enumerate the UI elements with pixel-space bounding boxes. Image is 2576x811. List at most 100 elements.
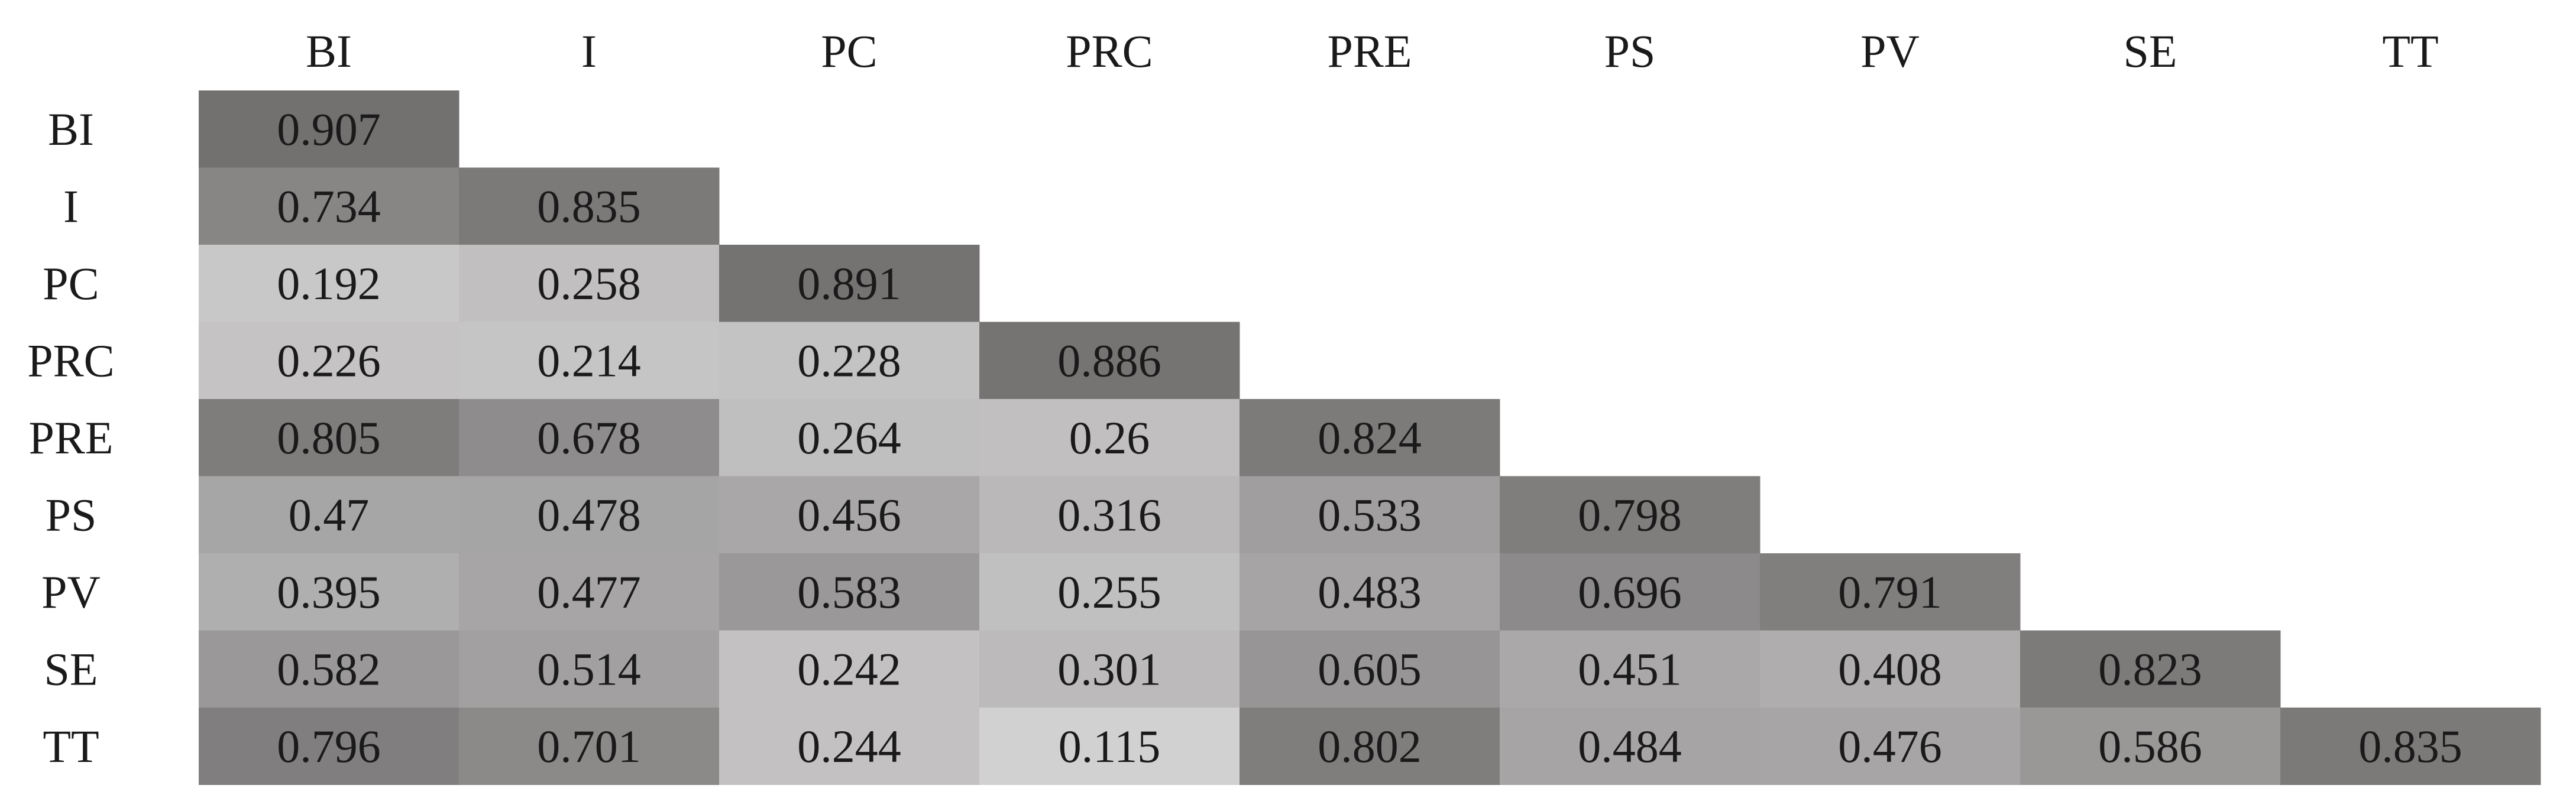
cell-value: 0.395 <box>277 566 381 618</box>
heatmap-cell <box>199 553 459 631</box>
heatmap-cell <box>979 399 1240 476</box>
cell-value: 0.696 <box>1578 566 1682 618</box>
heatmap-cell <box>1500 553 1761 631</box>
cell-value: 0.115 <box>1059 721 1161 772</box>
cell-value: 0.242 <box>797 643 901 695</box>
heatmap-cell <box>199 245 459 322</box>
column-label: PV <box>1860 25 1920 77</box>
heatmap-cell <box>1240 708 1500 785</box>
cell-value: 0.791 <box>1838 566 1942 618</box>
column-label: PS <box>1604 25 1656 77</box>
heatmap-cell <box>979 630 1240 708</box>
row-label: PV <box>41 566 101 618</box>
cell-value: 0.301 <box>1057 643 1161 695</box>
heatmap-cell <box>2020 708 2281 785</box>
heatmap-cell <box>1500 630 1761 708</box>
cell-value: 0.408 <box>1838 643 1942 695</box>
heatmap-cell <box>1760 630 2021 708</box>
cell-value: 0.886 <box>1057 335 1161 386</box>
cell-value: 0.802 <box>1318 721 1422 772</box>
heatmap-cell <box>1240 553 1500 631</box>
cell-value: 0.583 <box>797 566 901 618</box>
row-label: PS <box>46 489 97 540</box>
heatmap-cell <box>459 630 720 708</box>
heatmap-cell <box>459 553 720 631</box>
row-label: PRC <box>27 335 114 386</box>
heatmap-cell <box>719 630 980 708</box>
heatmap-cell <box>979 553 1240 631</box>
column-label: I <box>581 25 597 77</box>
column-label: TT <box>2382 25 2438 77</box>
cell-value: 0.605 <box>1318 643 1422 695</box>
cell-value: 0.478 <box>537 489 641 540</box>
heatmap-cell <box>719 708 980 785</box>
cell-value: 0.484 <box>1578 721 1682 772</box>
heatmap-cell <box>199 322 459 400</box>
column-label: SE <box>2123 25 2177 77</box>
heatmap-cell <box>1760 553 2021 631</box>
cell-value: 0.477 <box>537 566 641 618</box>
heatmap-cell <box>199 399 459 476</box>
heatmap-cell <box>2280 708 2541 785</box>
heatmap-cell <box>719 476 980 554</box>
cell-value: 0.823 <box>2098 643 2202 695</box>
cell-value: 0.316 <box>1057 489 1161 540</box>
cell-value: 0.678 <box>537 412 641 463</box>
heatmap-cell <box>199 708 459 785</box>
heatmap-cell <box>719 399 980 476</box>
heatmap-cell <box>2020 630 2281 708</box>
heatmap-cell <box>719 553 980 631</box>
cell-value: 0.264 <box>797 412 901 463</box>
cell-value: 0.701 <box>537 721 641 772</box>
cell-value: 0.798 <box>1578 489 1682 540</box>
cell-value: 0.891 <box>797 258 901 309</box>
heatmap-cell <box>719 322 980 400</box>
cell-value: 0.835 <box>2358 721 2462 772</box>
cell-value: 0.451 <box>1578 643 1682 695</box>
column-label: PRC <box>1066 25 1153 77</box>
heatmap-cell <box>199 630 459 708</box>
cell-value: 0.796 <box>277 721 381 772</box>
heatmap-cell <box>1240 476 1500 554</box>
cell-value: 0.907 <box>277 103 381 155</box>
row-label: SE <box>44 643 98 695</box>
heatmap-cell <box>1240 630 1500 708</box>
heatmap-cell <box>1760 708 2021 785</box>
cell-value: 0.483 <box>1318 566 1422 618</box>
cell-value: 0.824 <box>1318 412 1422 463</box>
cell-value: 0.734 <box>277 180 381 232</box>
cell-value: 0.533 <box>1318 489 1422 540</box>
heatmap-cell <box>459 708 720 785</box>
heatmap-cell <box>1500 708 1761 785</box>
heatmap-cell <box>459 322 720 400</box>
cell-value: 0.835 <box>537 180 641 232</box>
heatmap-cell <box>199 90 459 168</box>
heatmap-cell <box>1240 399 1500 476</box>
cell-value: 0.586 <box>2098 721 2202 772</box>
cell-value: 0.514 <box>537 643 641 695</box>
heatmap-cell <box>1500 476 1761 554</box>
cell-value: 0.456 <box>797 489 901 540</box>
column-label: PC <box>821 25 877 77</box>
cell-value: 0.214 <box>537 335 641 386</box>
cell-value: 0.192 <box>277 258 381 309</box>
heatmap-cell <box>459 167 720 245</box>
column-label: PRE <box>1327 25 1412 77</box>
row-label: TT <box>43 721 99 772</box>
heatmap-cell <box>979 476 1240 554</box>
row-label: BI <box>48 103 94 155</box>
heatmap-cell <box>459 399 720 476</box>
cell-value: 0.258 <box>537 258 641 309</box>
cell-value: 0.26 <box>1069 412 1150 463</box>
cell-value: 0.244 <box>797 721 901 772</box>
heatmap-cell <box>459 476 720 554</box>
heatmap-cell <box>199 167 459 245</box>
heatmap-cell <box>719 245 980 322</box>
cell-value: 0.226 <box>277 335 381 386</box>
heatmap-cell <box>979 708 1240 785</box>
row-label: I <box>63 180 79 232</box>
heatmap-cell <box>459 245 720 322</box>
row-label: PC <box>43 258 99 309</box>
column-label: BI <box>306 25 352 77</box>
